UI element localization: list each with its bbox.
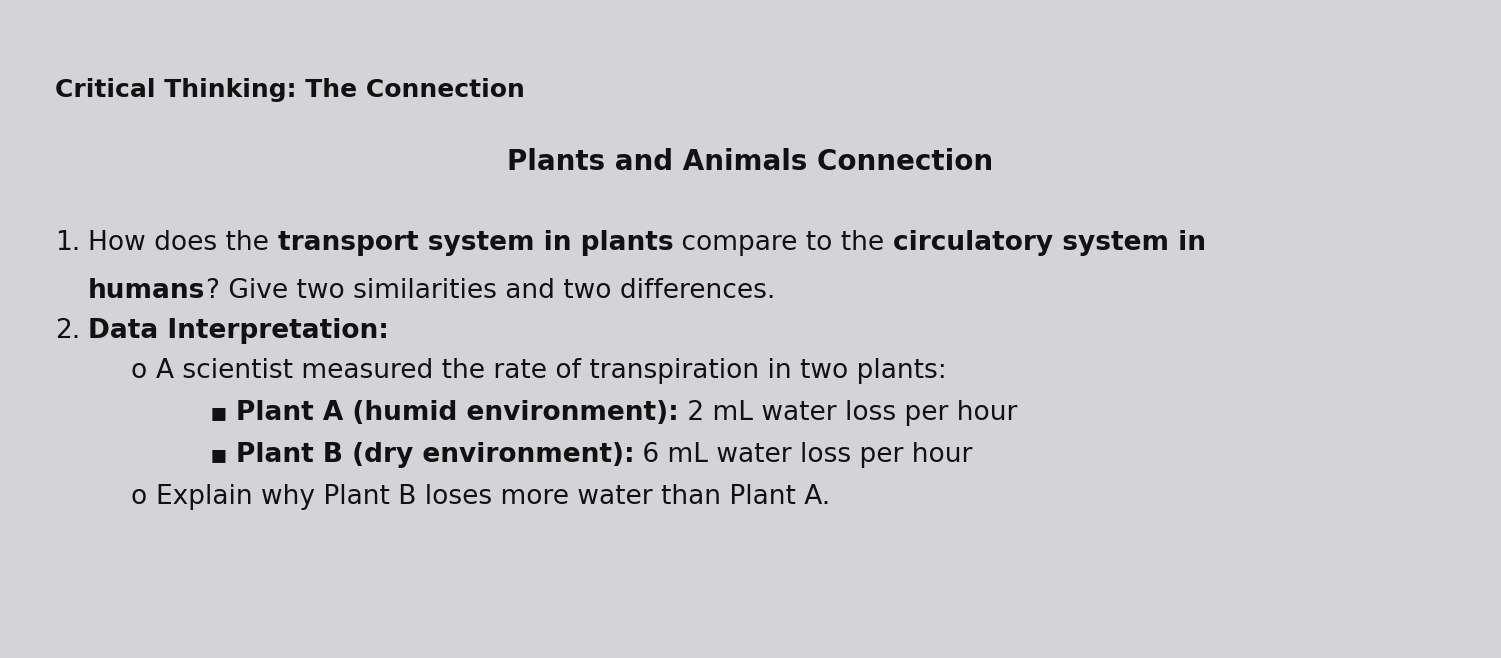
Text: 1.: 1. xyxy=(56,230,80,256)
Text: o: o xyxy=(131,484,146,510)
Text: 2.: 2. xyxy=(56,318,80,344)
Text: 6 mL water loss per hour: 6 mL water loss per hour xyxy=(635,442,973,468)
Text: Explain why Plant B loses more water than Plant A.: Explain why Plant B loses more water tha… xyxy=(156,484,830,510)
Text: ▪: ▪ xyxy=(210,442,228,468)
Text: humans: humans xyxy=(89,278,206,304)
Text: ? Give two similarities and two differences.: ? Give two similarities and two differen… xyxy=(206,278,775,304)
Text: circulatory system in: circulatory system in xyxy=(893,230,1205,256)
Text: Data Interpretation:: Data Interpretation: xyxy=(89,318,389,344)
Text: ▪: ▪ xyxy=(210,400,228,426)
Text: 2 mL water loss per hour: 2 mL water loss per hour xyxy=(678,400,1018,426)
Text: A scientist measured the rate of transpiration in two plants:: A scientist measured the rate of transpi… xyxy=(156,358,947,384)
Text: compare to the: compare to the xyxy=(672,230,893,256)
Text: Plant B (dry environment):: Plant B (dry environment): xyxy=(236,442,635,468)
Text: How does the: How does the xyxy=(89,230,278,256)
Text: Plant A (humid environment):: Plant A (humid environment): xyxy=(236,400,678,426)
Text: Critical Thinking: The Connection: Critical Thinking: The Connection xyxy=(56,78,525,102)
Text: Plants and Animals Connection: Plants and Animals Connection xyxy=(507,148,994,176)
Text: transport system in plants: transport system in plants xyxy=(278,230,672,256)
Text: o: o xyxy=(131,358,146,384)
